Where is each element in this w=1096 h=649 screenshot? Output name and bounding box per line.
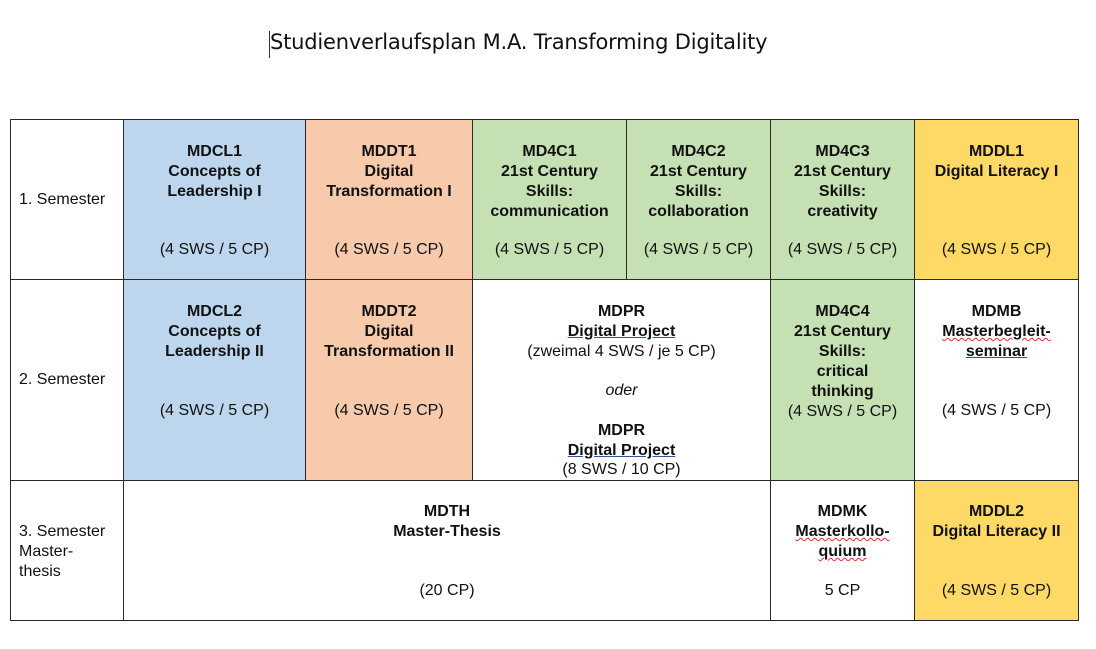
semester-label: thesis (19, 563, 61, 580)
module-title: Masterbegleit- (942, 323, 1051, 340)
module-mdpr: MDPR Digital Project (zweimal 4 SWS / je… (472, 279, 771, 481)
module-title: Transformation I (326, 183, 452, 200)
module-title: thinking (811, 383, 874, 400)
module-title: Skills: (525, 183, 574, 200)
module-mdcl2: MDCL2 Concepts of Leadership II (4 SWS /… (123, 279, 306, 481)
module-title: Skills: (674, 183, 723, 200)
module-title: Concepts of (168, 323, 261, 340)
module-title: 21st Century (794, 323, 891, 340)
semester-label: Master- (19, 543, 74, 560)
module-title: collaboration (648, 203, 749, 220)
module-code: MDPR (597, 303, 646, 320)
module-code: MDCL2 (186, 303, 243, 320)
module-code: MDDT1 (361, 143, 417, 160)
module-md4c1: MD4C1 21st Century Skills: communication… (472, 119, 627, 280)
module-title: Transformation II (324, 343, 454, 360)
semester-label: 3. Semester (19, 523, 106, 540)
semester-label: 1. Semester (19, 190, 106, 208)
module-mdcl1: MDCL1 Concepts of Leadership I (4 SWS / … (123, 119, 306, 280)
module-credits: (4 SWS / 5 CP) (334, 402, 444, 419)
module-title: 21st Century (650, 163, 747, 180)
module-code: MDTH (423, 503, 471, 520)
module-alt-title: Digital Project (567, 442, 676, 459)
semester-1-label: 1. Semester (10, 119, 124, 280)
module-credits: (4 SWS / 5 CP) (941, 582, 1052, 599)
module-credits: (4 SWS / 5 CP) (494, 241, 605, 258)
module-title: 21st Century (794, 163, 891, 180)
module-credits: (4 SWS / 5 CP) (941, 402, 1052, 419)
module-code: MDMK (817, 503, 868, 520)
semester-2-label: 2. Semester (10, 279, 124, 481)
module-title: Leadership I (167, 183, 262, 200)
module-md4c3: MD4C3 21st Century Skills: creativity (4… (770, 119, 915, 280)
module-title: quium (818, 543, 867, 560)
module-title: creativity (807, 203, 878, 220)
module-title: seminar (965, 343, 1028, 360)
module-title: Digital Literacy II (932, 523, 1061, 540)
module-mdth: MDTH Master-Thesis (20 CP) (123, 480, 771, 621)
module-code: MD4C4 (815, 303, 870, 320)
module-mdmk: MDMK Masterkollo- quium 5 CP (770, 480, 915, 621)
module-title: Digital (364, 323, 414, 340)
module-credits: (4 SWS / 5 CP) (334, 241, 444, 258)
module-title: Digital (364, 163, 414, 180)
semester-3-label: 3. Semester Master- thesis (10, 480, 124, 621)
page-title: Studienverlaufsplan M.A. Transforming Di… (270, 30, 768, 54)
module-mddt2: MDDT2 Digital Transformation II (4 SWS /… (305, 279, 473, 481)
module-title: Master-Thesis (393, 523, 501, 540)
module-credits: (4 SWS / 5 CP) (941, 241, 1052, 258)
module-title: Leadership II (165, 343, 264, 360)
module-alt-code: MDPR (597, 422, 646, 439)
module-credits: 5 CP (824, 582, 861, 599)
module-mdmb: MDMB Masterbegleit- seminar (4 SWS / 5 C… (914, 279, 1079, 481)
module-code: MDMB (971, 303, 1022, 320)
module-credits: (4 SWS / 5 CP) (159, 402, 270, 419)
module-credits: (4 SWS / 5 CP) (159, 241, 270, 258)
module-alt-credits: (8 SWS / 10 CP) (562, 461, 681, 478)
module-md4c2: MD4C2 21st Century Skills: collaboration… (626, 119, 771, 280)
text-cursor (269, 31, 270, 58)
module-title: 21st Century (501, 163, 598, 180)
module-mddt1: MDDT1 Digital Transformation I (4 SWS / … (305, 119, 473, 280)
module-title: Digital Project (567, 323, 676, 340)
module-mddl1: MDDL1 Digital Literacy I (4 SWS / 5 CP) (914, 119, 1079, 280)
module-code: MD4C2 (671, 143, 726, 160)
module-title: Masterkollo- (795, 523, 890, 540)
semester-label: 2. Semester (19, 371, 106, 388)
module-title: Skills: (818, 343, 867, 360)
module-credits: (4 SWS / 5 CP) (643, 241, 754, 258)
module-credits: (20 CP) (419, 582, 475, 599)
module-md4c4: MD4C4 21st Century Skills: critical thin… (770, 279, 915, 481)
module-title: Skills: (818, 183, 867, 200)
module-credits: (4 SWS / 5 CP) (787, 241, 898, 258)
module-code: MD4C1 (522, 143, 577, 160)
module-credits: (zweimal 4 SWS / je 5 CP) (527, 343, 716, 360)
module-code: MDDL2 (968, 503, 1025, 520)
module-code: MDCL1 (186, 143, 243, 160)
module-title: communication (490, 203, 609, 220)
module-code: MDDL1 (968, 143, 1025, 160)
module-mddl2: MDDL2 Digital Literacy II (4 SWS / 5 CP) (914, 480, 1079, 621)
module-code: MDDT2 (361, 303, 417, 320)
module-title: critical (816, 363, 869, 380)
module-title: Concepts of (168, 163, 261, 180)
or-separator: oder (605, 382, 638, 399)
module-code: MD4C3 (815, 143, 870, 160)
module-title: Digital Literacy I (934, 163, 1059, 180)
module-credits: (4 SWS / 5 CP) (787, 403, 898, 420)
